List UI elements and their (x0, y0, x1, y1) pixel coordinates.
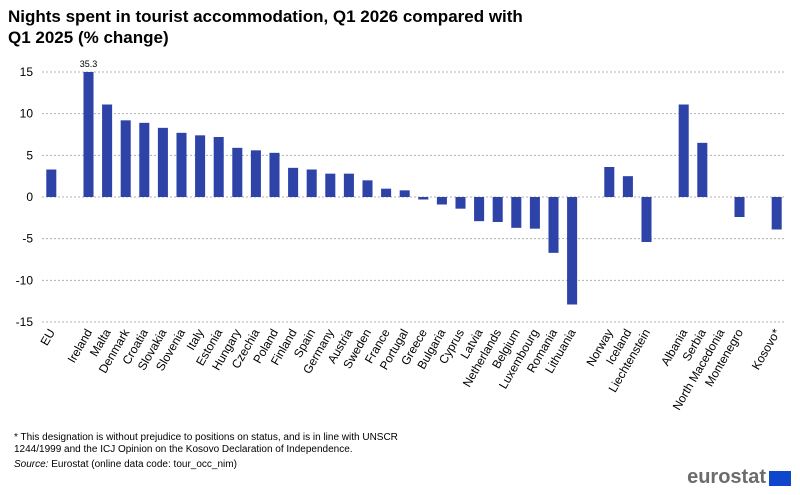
bar (771, 197, 782, 230)
source: Source: Eurostat (online data code: tour… (14, 459, 237, 471)
bar (83, 72, 94, 197)
bar (474, 197, 485, 222)
bar (436, 197, 447, 205)
y-tick-label: -5 (22, 232, 33, 246)
bar (604, 167, 615, 197)
bar (381, 188, 392, 197)
y-tick-label: 0 (26, 190, 33, 204)
source-label: Source: (14, 459, 49, 470)
y-tick-label: 10 (20, 107, 34, 121)
x-tick-label: EU (37, 327, 57, 348)
bar (697, 142, 708, 197)
bar (306, 169, 317, 197)
bar (250, 150, 261, 197)
chart-title: Nights spent in tourist accommodation, Q… (8, 7, 523, 47)
bar (492, 197, 503, 222)
bar (362, 180, 373, 197)
bar (120, 120, 131, 197)
footnote: * This designation is without prejudice … (14, 432, 398, 455)
bar (418, 197, 429, 200)
bar (46, 169, 57, 197)
bar (232, 147, 243, 197)
bar (269, 152, 280, 197)
bars (46, 72, 782, 305)
bar (529, 197, 540, 229)
bar (102, 104, 113, 197)
bar (511, 197, 522, 228)
eu-flag (769, 471, 791, 486)
bar (213, 137, 224, 197)
bar (641, 197, 652, 242)
bar (343, 173, 354, 197)
bar (734, 197, 745, 217)
bar (139, 122, 150, 197)
logo: eurostat (687, 466, 766, 488)
value-label: 35.3 (80, 59, 98, 69)
bar (399, 190, 410, 197)
bar (176, 132, 187, 197)
bar (455, 197, 466, 209)
bar (157, 127, 168, 197)
bar (548, 197, 559, 253)
bar (567, 197, 578, 305)
bar (195, 135, 206, 197)
bar (622, 176, 633, 197)
y-tick-label: -15 (16, 315, 34, 329)
bar (325, 173, 336, 197)
y-tick-label: 5 (26, 148, 33, 162)
bar (678, 104, 689, 197)
y-tick-label: -10 (16, 273, 34, 287)
y-tick-label: 15 (20, 65, 34, 79)
source-text: Eurostat (online data code: tour_occ_nim… (51, 459, 237, 470)
bar (288, 167, 299, 197)
x-tick-label: Kosovo* (749, 326, 784, 372)
